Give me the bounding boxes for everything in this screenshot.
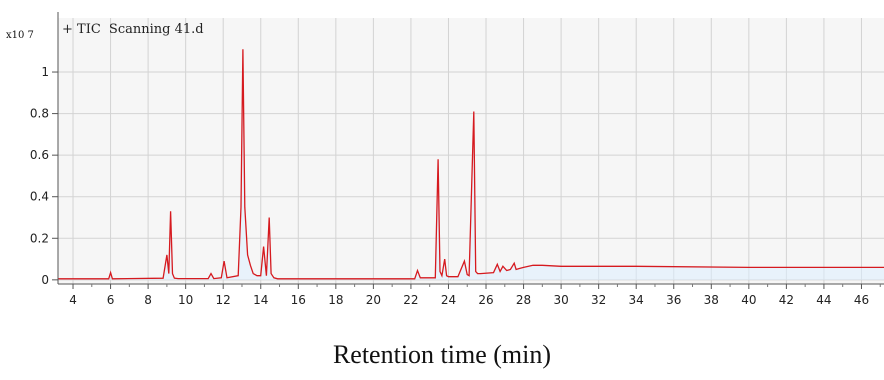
x-tick-label: 38 bbox=[704, 293, 719, 307]
x-axis-title: Retention time (min) bbox=[0, 340, 884, 370]
trace-name: + TIC Scanning 41.d bbox=[62, 22, 204, 37]
y-tick-label: 0.8 bbox=[30, 107, 49, 121]
x-tick-label: 42 bbox=[779, 293, 794, 307]
x-tick-label: 44 bbox=[816, 293, 831, 307]
x-tick-label: 40 bbox=[741, 293, 756, 307]
x-tick-label: 14 bbox=[253, 293, 268, 307]
x-tick-label: 8 bbox=[144, 293, 152, 307]
x-tick-label: 20 bbox=[366, 293, 381, 307]
y-tick-label: 1 bbox=[41, 65, 49, 79]
x-tick-label: 30 bbox=[553, 293, 568, 307]
x-tick-label: 6 bbox=[107, 293, 115, 307]
x-tick-label: 28 bbox=[516, 293, 531, 307]
x-tick-label: 16 bbox=[291, 293, 306, 307]
x-tick-label: 10 bbox=[178, 293, 193, 307]
y-tick-label: 0.6 bbox=[30, 148, 49, 162]
x-tick-label: 4 bbox=[69, 293, 77, 307]
y-tick-label: 0 bbox=[41, 273, 49, 287]
y-tick-label: 0.4 bbox=[30, 190, 49, 204]
trace-type: + TIC bbox=[62, 22, 101, 37]
x-tick-label: 24 bbox=[441, 293, 456, 307]
y-tick-marks: 0 0.2 0.4 0.6 0.8 1 bbox=[30, 65, 58, 287]
x-tick-label: 18 bbox=[328, 293, 343, 307]
y-tick-label: 0.2 bbox=[30, 231, 49, 245]
x-tick-label: 22 bbox=[403, 293, 418, 307]
y-exponent-label: x10 7 bbox=[6, 30, 34, 41]
x-tick-label: 26 bbox=[478, 293, 493, 307]
x-tick-label: 46 bbox=[854, 293, 869, 307]
x-tick-label: 36 bbox=[666, 293, 681, 307]
x-tick-marks: 4 6 8 10 12 14 16 18 20 22 24 26 28 30 32 34 36 38 40 42 44 4… bbox=[69, 284, 880, 307]
x-tick-label: 32 bbox=[591, 293, 606, 307]
x-tick-label: 34 bbox=[629, 293, 644, 307]
chart-title: Scanning 41.d bbox=[109, 22, 204, 37]
x-tick-label: 12 bbox=[216, 293, 231, 307]
